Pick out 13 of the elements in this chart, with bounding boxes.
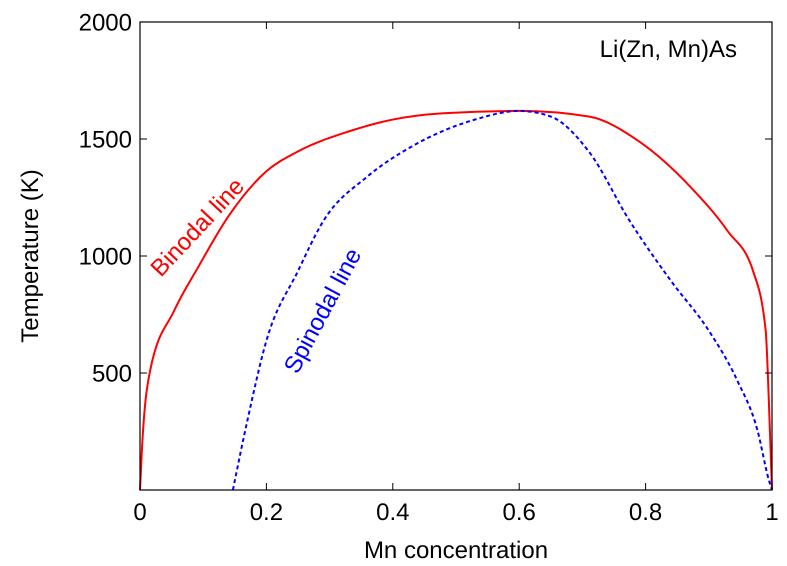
x-tick-label: 0.6 (502, 499, 536, 526)
x-tick-label: 0.2 (250, 499, 284, 526)
y-tick-label: 1000 (78, 243, 132, 270)
x-axis-title: Mn concentration (364, 537, 548, 564)
annotation: Li(Zn, Mn)As (600, 36, 737, 63)
y-tick-label: 1500 (78, 126, 132, 154)
y-tick-label: 2000 (78, 9, 132, 36)
x-tick-label: 0 (133, 499, 147, 526)
x-tick-label: 1 (765, 499, 779, 526)
y-axis-title: Temperature (K) (17, 169, 44, 343)
x-tick-label: 0.8 (628, 499, 662, 526)
x-tick-label: 0.4 (376, 499, 410, 526)
y-tick-label: 500 (92, 360, 132, 388)
